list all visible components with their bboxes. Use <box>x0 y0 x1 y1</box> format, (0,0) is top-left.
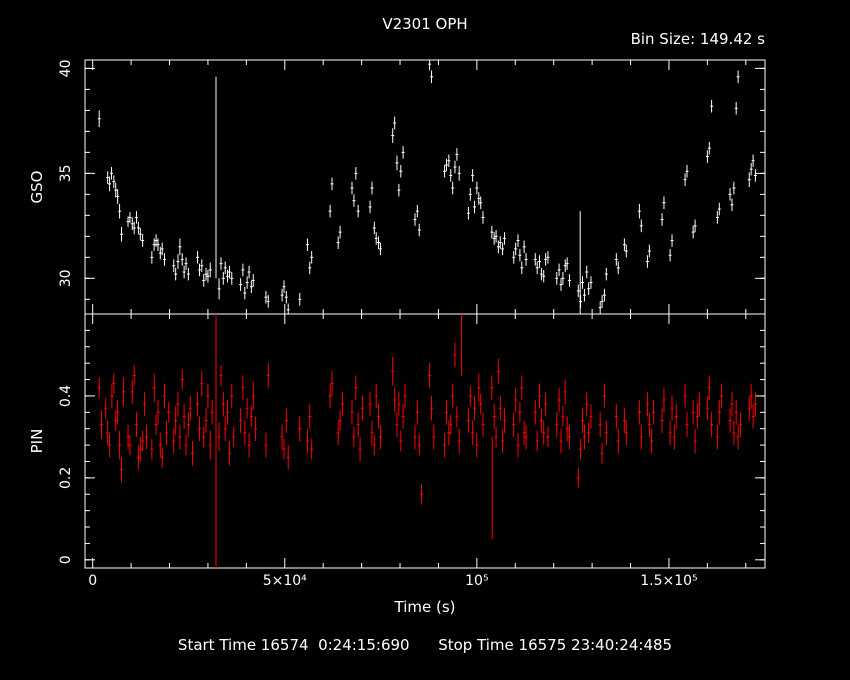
gso-frame <box>84 59 766 315</box>
pin-axis-label: PIN <box>28 429 46 454</box>
pin-frame <box>84 313 766 569</box>
gso-panel: 30 35 40 GSO <box>28 59 766 315</box>
chart-title: V2301 OPH <box>382 15 467 33</box>
gso-ytick-label-1: 35 <box>58 164 74 182</box>
x-tick-label-2: 10⁵ <box>465 573 488 589</box>
x-tick-label-3: 1.5×10⁵ <box>640 573 697 589</box>
start-time-label: Start Time 16574 0:24:15:690 <box>177 636 410 654</box>
x-tick-label-0: 0 <box>88 573 97 589</box>
x-tick-label-1: 5×10⁴ <box>263 573 307 589</box>
time-range-footer: Start Time 16574 0:24:15:690 Stop Time 1… <box>0 636 850 654</box>
pin-panel: 0 0.2 0.4 PIN <box>28 313 766 569</box>
x-axis: 0 5×10⁴ 10⁵ 1.5×10⁵ <box>88 573 697 589</box>
pin-ytick-label-2: 0.4 <box>58 385 74 407</box>
gso-axis-label: GSO <box>28 171 46 204</box>
gso-ytick-label-2: 40 <box>58 59 74 77</box>
pin-ytick-label-1: 0.2 <box>58 467 74 489</box>
x-axis-label: Time (s) <box>394 598 456 616</box>
pin-ytick-label-0: 0 <box>58 555 74 564</box>
bin-size-label: Bin Size: 149.42 s <box>631 30 766 48</box>
gso-ytick-label-0: 30 <box>58 269 74 287</box>
stop-time-label: Stop Time 16575 23:40:24:485 <box>438 636 673 654</box>
